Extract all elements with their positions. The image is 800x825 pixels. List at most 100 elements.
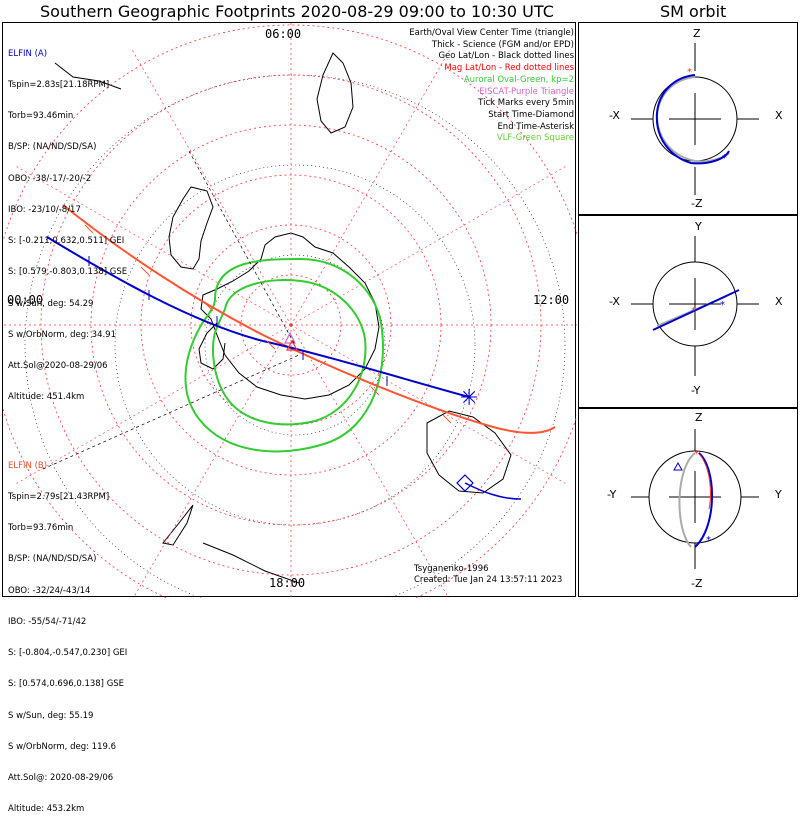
clock-label-left: 00:00 [7, 293, 44, 307]
orbit-track-a [655, 74, 730, 165]
legend-item: EISCAT-Purple Triangle [479, 86, 574, 97]
elfin-b-tick [140, 266, 150, 276]
axis-label-bottom: -Y [691, 384, 701, 397]
view-center-triangle [285, 339, 299, 351]
elfin-b-tick [204, 302, 214, 312]
elfin-b-track [62, 204, 556, 434]
elfin-a-line: S w/Sun, deg: 54.29 [8, 298, 94, 309]
orbit-title: SM orbit [660, 2, 727, 21]
auroral-oval-outer [184, 257, 384, 453]
track-markers: ✳ [284, 331, 478, 492]
map-legend: Earth/Oval View Center Time (triangle) T… [380, 28, 574, 145]
axis-label-left: -X [609, 295, 620, 308]
mag-lon-line [290, 164, 569, 326]
orbit-marker-triangle [673, 461, 683, 471]
geo-lat-circle [204, 254, 386, 436]
orbit-track-b [678, 452, 696, 548]
mag-lon-line [290, 324, 450, 598]
orbit-end-asterisk: * [722, 153, 727, 164]
axis-label-left: -Y [607, 488, 617, 501]
south-america-coastline [168, 186, 214, 270]
geo-lat-circle [114, 164, 476, 526]
orbit-panel-xy: * * Y -Y -X X [578, 215, 798, 408]
projection-line-b [42, 354, 300, 470]
axis-label-bottom: -Z [691, 577, 703, 590]
credits: Tsyganenko-1996 Created: Tue Jan 24 13:57… [414, 564, 562, 586]
axis-label-right: Y [775, 488, 782, 501]
pacific-coastline [54, 62, 300, 584]
legend-item: Auroral Oval-Green, kp=2 [463, 74, 574, 85]
clock-label-bottom: 18:00 [269, 576, 306, 590]
legend-item: Earth/Oval View Center Time (triangle) [409, 28, 574, 38]
elfin-b-tick [442, 414, 452, 424]
elfin-a-title: ELFIN (A) [8, 48, 48, 59]
geo-lat-lon-grid [24, 74, 566, 598]
eiscat-triangle-marker [284, 331, 296, 344]
elfin-b-line: B/SP: (NA/ND/SD/SA) [8, 554, 97, 565]
elfin-b-line: S: [-0.804,-0.547,0.230] GEI [8, 648, 128, 659]
peninsula-coastline [198, 322, 226, 370]
elfin-a-line: Tspin=2.83s[21.18RPM] [8, 80, 110, 91]
orbit-start-asterisk: * [687, 67, 692, 78]
orbit-track-a [652, 289, 740, 331]
orbit-panel-xy-svg: * * [631, 236, 759, 376]
orbit-end-asterisk: * [720, 300, 725, 311]
start-diamond-marker [456, 474, 474, 492]
elfin-b-title: ELFIN (B) [8, 460, 48, 471]
elfin-b-line: S: [0.574,0.696,0.138] GSE [8, 679, 125, 690]
orbit-track-a [694, 452, 714, 548]
elfin-a-line: IBO: -23/10/-8/17 [8, 204, 81, 215]
elfin-b-tick [84, 224, 94, 234]
axis-label-bottom: -Z [691, 197, 703, 210]
legend-item: End Time-Asterisk [497, 121, 574, 132]
credit-model: Tsyganenko-1996 [414, 564, 489, 574]
elfin-a-line: S w/OrbNorm, deg: 34.91 [8, 329, 117, 340]
orbit-panel-yz: * * Z -Z -Y Y [578, 408, 798, 597]
elfin-a-line: Att.Sol@2020-08-29/06 [8, 361, 108, 371]
orbit-track-a-red [699, 454, 711, 510]
elfin-b-line: Torb=93.76min [8, 523, 74, 534]
orbit-panel-xz: * * Z -Z -X X [578, 22, 798, 215]
credit-created: Created: Tue Jan 24 13:57:11 2023 [414, 575, 563, 585]
mag-lon-line [132, 324, 292, 598]
elfin-a-line: Altitude: 451.4km [8, 392, 85, 403]
axis-label-top: Z [695, 411, 703, 424]
legend-item: Geo Lat/Lon - Black dotted lines [438, 51, 574, 62]
elfin-a-line: S: [-0.211,0.632,0.511] GEI [8, 236, 125, 247]
elfin-b-line: IBO: -55/54/-71/42 [8, 616, 87, 627]
legend-item: Mag Lat/Lon - Red dotted lines [444, 63, 574, 74]
clock-label-right: 12:00 [533, 293, 570, 307]
projection-lines [42, 150, 300, 470]
axis-label-top: Y [695, 220, 702, 233]
africa-coastline [316, 52, 354, 134]
orbit-start-asterisk: * [694, 449, 699, 460]
elfin-b-line: S w/Sun, deg: 55.19 [8, 710, 94, 721]
legend-item: Tick Marks every 5min [478, 98, 574, 109]
footprint-map-svg: ✳ [3, 23, 577, 598]
clock-label-top: 06:00 [265, 27, 302, 41]
page-title: Southern Geographic Footprints 2020-08-2… [40, 2, 554, 21]
elfin-a-track [46, 236, 470, 398]
elfin-b-line: Altitude: 453.2km [8, 804, 85, 815]
projection-line-a [188, 150, 296, 346]
axis-label-right: X [775, 109, 783, 122]
axis-label-top: Z [693, 27, 701, 40]
axis-label-right: X [775, 295, 783, 308]
coastlines [54, 52, 512, 584]
orbit-start-asterisk: * [691, 306, 696, 317]
mag-lon-line [290, 324, 569, 486]
orbit-panel-xz-svg: * * [631, 43, 759, 195]
satellite-tracks [46, 204, 556, 500]
mag-lon-line [130, 47, 292, 326]
elfin-a-line: S: [0.579,-0.803,0.138] GSE [8, 267, 128, 278]
auroral-ovals [184, 257, 384, 453]
elfin-a-second-track [464, 482, 522, 500]
antarctica-coastline [200, 232, 380, 400]
australia-coastline [426, 410, 512, 494]
elfin-b-tick [266, 340, 276, 350]
end-asterisk-marker: ✳ [460, 386, 478, 411]
elfin-b-tick [370, 386, 380, 396]
elfin-b-line: S w/OrbNorm, deg: 119.6 [8, 741, 117, 752]
mag-lon-line [290, 47, 452, 326]
mag-lat-lon-grid [3, 23, 577, 598]
